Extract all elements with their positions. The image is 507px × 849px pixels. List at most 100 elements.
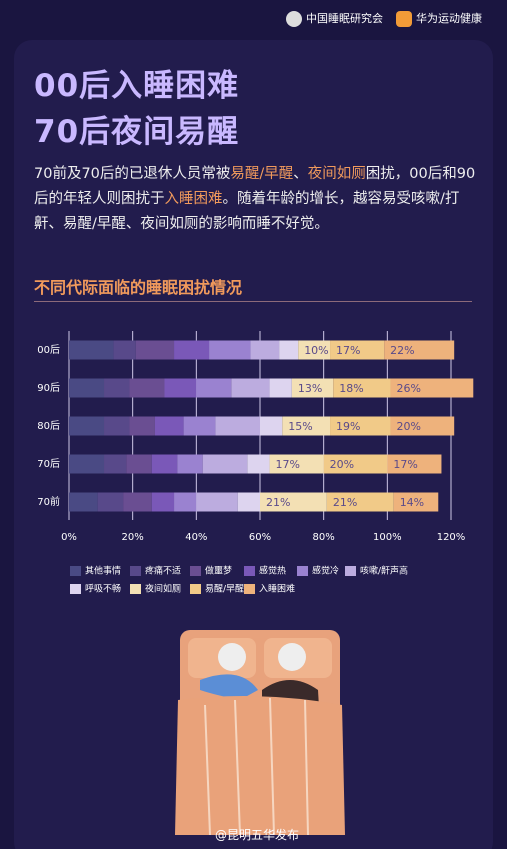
bar-segment <box>69 340 114 360</box>
value-label: 21% <box>333 496 357 509</box>
bar-segment <box>164 378 197 398</box>
value-label: 17% <box>336 344 360 357</box>
paragraph: 70前及70后的已退休人员常被易醒/早醒、夜间如厕困扰，00后和90后的年轻人则… <box>34 162 480 237</box>
bar-segment <box>69 454 105 474</box>
legend-swatch <box>130 566 141 576</box>
bar-segment <box>291 378 334 398</box>
y-tick-label: 80后 <box>37 420 60 432</box>
legend-label: 咳嗽/鼾声高 <box>360 565 408 577</box>
y-tick-label: 70后 <box>37 458 60 470</box>
illustration <box>175 630 345 836</box>
value-label: 10% <box>304 344 328 357</box>
bar-segment <box>231 378 270 398</box>
value-label: 17% <box>393 458 417 471</box>
value-label: 22% <box>390 344 414 357</box>
bar-segment <box>269 378 292 398</box>
chart-title: 不同代际面临的睡眠困扰情况 <box>34 278 243 297</box>
divider <box>34 301 472 302</box>
bar-segment <box>104 454 127 474</box>
bar-segment <box>154 416 184 436</box>
value-label: 14% <box>400 496 424 509</box>
value-label: 20% <box>397 420 421 433</box>
x-tick-label: 80% <box>313 532 335 543</box>
legend-label: 感觉冷 <box>312 565 339 577</box>
bar-segment <box>183 416 216 436</box>
paragraph-segment: 夜间如厕 <box>307 166 366 182</box>
legend-swatch <box>297 566 308 576</box>
legend-label: 易醒/早醒 <box>205 584 244 595</box>
bar-segment <box>393 492 439 512</box>
y-tick-label: 90后 <box>37 382 60 394</box>
bar-segment <box>237 492 260 512</box>
bar-segment <box>333 378 391 398</box>
bar-segment <box>298 340 331 360</box>
bar-segment <box>390 378 474 398</box>
bar-segment <box>177 454 203 474</box>
bar-segment <box>215 416 260 436</box>
bar-segment <box>260 492 327 512</box>
bar-segment <box>174 340 210 360</box>
bar-segment <box>390 416 455 436</box>
value-label: 19% <box>336 420 360 433</box>
legend-swatch <box>244 566 255 576</box>
x-tick-label: 0% <box>61 532 77 543</box>
bar-segment <box>330 416 391 436</box>
bar-segment <box>151 492 175 512</box>
bar-segment <box>247 454 270 474</box>
bar-segment <box>123 492 152 512</box>
legend-swatch <box>190 566 201 576</box>
legend-swatch <box>345 566 356 576</box>
value-label: 20% <box>330 458 354 471</box>
bar-segment <box>104 378 130 398</box>
bar-segment <box>174 492 197 512</box>
value-label: 17% <box>276 458 300 471</box>
title-line: 70后夜间易醒 <box>34 114 240 150</box>
legend-label: 其他事情 <box>85 565 121 577</box>
x-tick-label: 120% <box>437 532 466 543</box>
bar-segment <box>104 416 130 436</box>
watermark: @昆明五华发布 <box>215 828 300 842</box>
legend-label: 疼痛不适 <box>145 565 181 577</box>
paragraph-segment: 入睡困难 <box>164 191 223 207</box>
bar-segment <box>129 416 155 436</box>
bar-segment <box>69 416 105 436</box>
y-tick-label: 00后 <box>37 344 60 356</box>
paragraph-segment: 。随着年龄的增长，越容易受咳嗽/打鼾、易醒/早醒、夜间如厕的影响而睡不好觉。 <box>34 191 460 232</box>
bar-segment <box>129 378 165 398</box>
bar-segment <box>260 416 283 436</box>
logo-right: 华为运动健康 <box>396 10 482 27</box>
bar-segment <box>209 340 251 360</box>
bar-segment <box>269 454 324 474</box>
legend-swatch <box>244 584 255 594</box>
paragraph-segment: 、 <box>293 166 308 182</box>
bar-segment <box>196 492 238 512</box>
x-tick-label: 100% <box>373 532 402 543</box>
value-label: 21% <box>266 496 290 509</box>
legend-swatch <box>70 584 81 594</box>
bar-segment <box>282 416 331 436</box>
bar-segment <box>113 340 136 360</box>
bar-segment <box>330 340 385 360</box>
bar-segment <box>326 492 394 512</box>
title-line: 00后入睡困难 <box>34 68 240 104</box>
bar-segment <box>196 378 232 398</box>
bar-segment <box>384 340 455 360</box>
bar-segment <box>135 340 175 360</box>
legend-label: 夜间如厕 <box>145 583 181 595</box>
bar-segment <box>279 340 299 360</box>
y-tick-label: 70前 <box>37 495 60 508</box>
bar-segment <box>126 454 152 474</box>
bar-segment <box>387 454 442 474</box>
legend-label: 做噩梦 <box>205 565 232 577</box>
value-label: 13% <box>298 382 322 395</box>
logo-left: 中国睡眠研究会 <box>286 10 383 27</box>
bar-segment <box>250 340 280 360</box>
bar-segment <box>151 454 178 474</box>
paragraph-segment: 易醒/早醒 <box>230 166 294 182</box>
value-label: 26% <box>397 382 421 395</box>
logo-right-text: 华为运动健康 <box>416 12 482 25</box>
bar-segment <box>323 454 388 474</box>
bar-segment <box>97 492 124 512</box>
legend-label: 呼吸不畅 <box>85 583 121 595</box>
